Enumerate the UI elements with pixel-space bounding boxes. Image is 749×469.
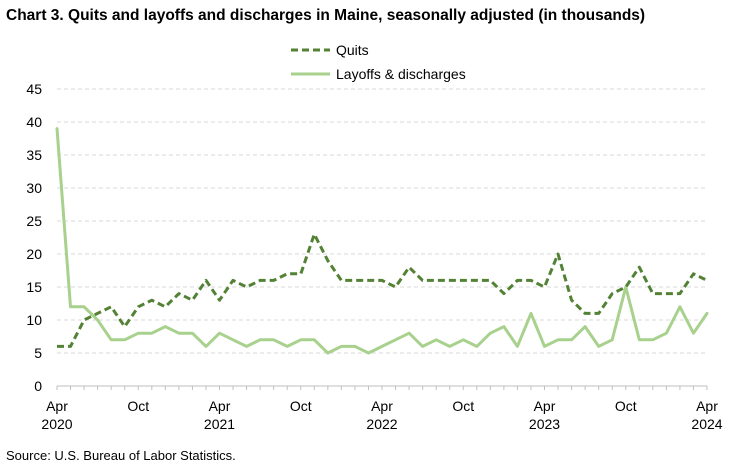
x-axis: Apr 2020 Oct Apr 2021 Oct Apr 2022 Oct Apr 2023 Oct… <box>41 385 723 432</box>
legend-label: Layoffs & discharges <box>336 66 466 82</box>
x-tick-label-year: 2020 <box>41 416 72 432</box>
x-tick-label-year: 2023 <box>529 416 560 432</box>
x-tick-label-month: Oct <box>615 398 637 414</box>
x-tick-label-year: 2022 <box>366 416 397 432</box>
y-tick-label: 10 <box>26 312 42 328</box>
x-tick-label-month: Apr <box>696 398 718 414</box>
y-tick-label: 5 <box>34 345 42 361</box>
legend-label: Quits <box>336 42 369 58</box>
x-tick-label-month: Oct <box>127 398 149 414</box>
x-tick-label-month: Apr <box>46 398 68 414</box>
y-tick-label: 45 <box>26 81 42 97</box>
x-tick-label-year: 2021 <box>204 416 235 432</box>
x-tick-label-month: Apr <box>371 398 393 414</box>
y-tick-label: 0 <box>34 378 42 394</box>
x-tick-label-month: Oct <box>290 398 312 414</box>
source-note: Source: U.S. Bureau of Labor Statistics. <box>6 448 236 463</box>
y-tick-label: 15 <box>26 279 42 295</box>
legend: Quits Layoffs & discharges <box>291 42 466 82</box>
x-tick-label-month: Apr <box>209 398 231 414</box>
series-line-quits <box>57 232 708 348</box>
y-tick-label: 25 <box>26 213 42 229</box>
y-tick-label: 20 <box>26 246 42 262</box>
x-tick-label-year: 2024 <box>691 416 722 432</box>
series-lines <box>55 127 709 355</box>
x-tick-label-month: Apr <box>534 398 556 414</box>
gridlines <box>57 88 707 354</box>
y-tick-label: 40 <box>26 114 42 130</box>
x-tick-label-month: Oct <box>452 398 474 414</box>
y-tick-label: 30 <box>26 180 42 196</box>
y-axis-tick-labels: 0 5 10 15 20 25 30 35 40 45 <box>26 81 42 394</box>
chart-title: Chart 3. Quits and layoffs and discharge… <box>6 7 646 24</box>
series-line-layoffs-discharges <box>55 127 709 355</box>
y-tick-label: 35 <box>26 147 42 163</box>
